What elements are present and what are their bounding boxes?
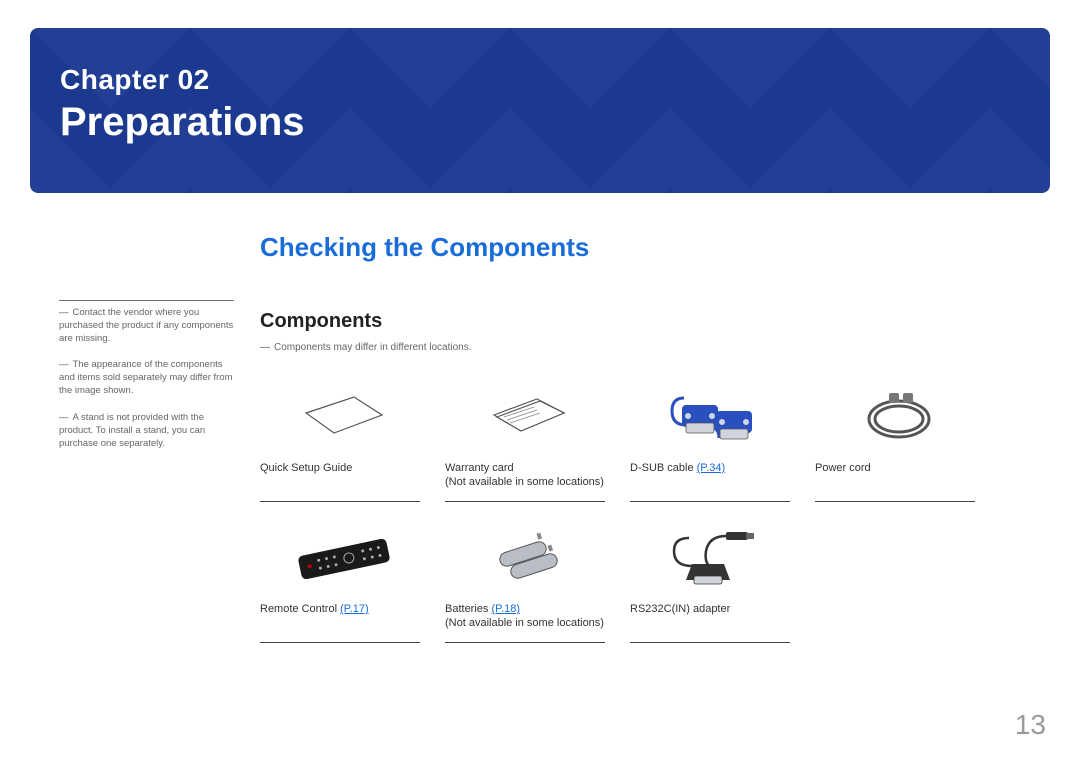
chapter-title: Preparations [60, 100, 1020, 145]
components-grid: Quick Setup Guide Warranty card (Not ava… [260, 375, 1030, 643]
dsub-cable-icon [630, 375, 797, 455]
rs232c-adapter-icon [630, 516, 797, 596]
divider [630, 642, 790, 643]
label-sub: (Not available in some locations) [445, 476, 604, 488]
divider [630, 501, 790, 502]
label-text: D-SUB cable [630, 462, 694, 474]
component-label: D-SUB cable (P.34) [630, 455, 797, 499]
component-label: Batteries (P.18) (Not available in some … [445, 596, 612, 640]
label-text: Quick Setup Guide [260, 462, 352, 474]
chapter-banner: Chapter 02 Preparations [30, 28, 1050, 193]
divider [260, 642, 420, 643]
divider [815, 501, 975, 502]
component-label: Remote Control (P.17) [260, 596, 427, 640]
side-note: A stand is not provided with the product… [59, 406, 234, 458]
divider [445, 642, 605, 643]
component-cell: Warranty card (Not available in some loc… [445, 375, 630, 502]
label-text: Warranty card [445, 462, 514, 474]
power-cord-icon [815, 375, 982, 455]
divider [445, 501, 605, 502]
remote-control-icon [260, 516, 427, 596]
label-text: RS232C(IN) adapter [630, 603, 730, 615]
component-cell: RS232C(IN) adapter [630, 516, 815, 643]
component-cell: D-SUB cable (P.34) [630, 375, 815, 502]
label-text: Power cord [815, 462, 871, 474]
label-text: Remote Control [260, 603, 337, 615]
label-text: Batteries [445, 603, 488, 615]
component-label: Power cord [815, 455, 982, 499]
page-ref-link[interactable]: (P.34) [697, 462, 726, 474]
page-number: 13 [1015, 709, 1046, 741]
page-ref-link[interactable]: (P.18) [491, 603, 520, 615]
label-sub: (Not available in some locations) [445, 617, 604, 629]
component-label: Quick Setup Guide [260, 455, 427, 499]
page-ref-link[interactable]: (P.17) [340, 603, 369, 615]
component-cell: Power cord [815, 375, 1000, 502]
subnote: Components may differ in different locat… [260, 342, 472, 353]
sidebar-notes: Contact the vendor where you purchased t… [59, 300, 234, 458]
component-cell: Quick Setup Guide [260, 375, 445, 502]
component-label: Warranty card (Not available in some loc… [445, 455, 612, 499]
divider [260, 501, 420, 502]
warranty-card-icon [445, 375, 612, 455]
subheading: Components [260, 310, 382, 333]
side-note: Contact the vendor where you purchased t… [59, 301, 234, 353]
component-label: RS232C(IN) adapter [630, 596, 797, 640]
section-title: Checking the Components [260, 232, 589, 263]
batteries-icon [445, 516, 612, 596]
side-note: The appearance of the components and ite… [59, 353, 234, 405]
chapter-label: Chapter 02 [60, 64, 1020, 96]
component-cell: Remote Control (P.17) [260, 516, 445, 643]
quick-setup-guide-icon [260, 375, 427, 455]
component-cell: Batteries (P.18) (Not available in some … [445, 516, 630, 643]
